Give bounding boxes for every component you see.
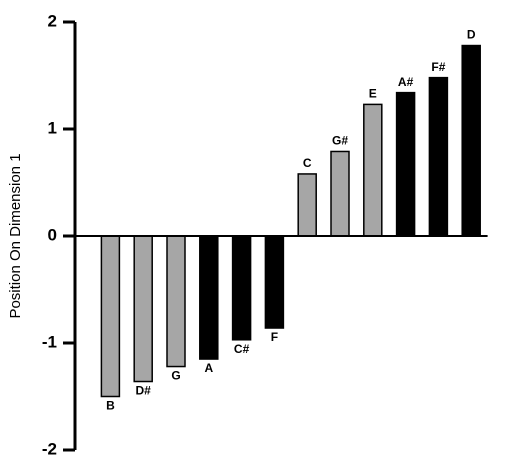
category-label: F#	[431, 60, 445, 74]
y-tick-label: -2	[42, 439, 57, 458]
category-label: B	[106, 399, 115, 413]
category-label: E	[369, 87, 377, 101]
bar	[199, 235, 219, 360]
category-label: G	[171, 369, 180, 383]
category-label: D	[467, 28, 476, 42]
category-label: D#	[136, 384, 152, 398]
bar	[166, 235, 186, 368]
category-label: C#	[234, 342, 250, 356]
bar	[297, 173, 317, 237]
bar	[330, 150, 350, 237]
bar	[395, 91, 416, 237]
bar	[231, 235, 252, 341]
bar	[100, 235, 121, 398]
category-label: F	[271, 330, 278, 344]
bar	[264, 235, 285, 329]
category-label: A#	[398, 75, 414, 89]
y-tick-label: 0	[48, 225, 57, 244]
bar	[363, 103, 383, 237]
category-label: G#	[332, 134, 348, 148]
category-label: C	[303, 156, 312, 170]
y-axis-title: Position On Dimension 1	[7, 153, 24, 318]
y-tick-label: -1	[42, 332, 57, 351]
y-tick-label: 1	[48, 118, 57, 137]
bar	[133, 235, 153, 383]
y-tick-label: 2	[48, 11, 57, 30]
category-label: A	[204, 361, 213, 375]
bar	[461, 44, 481, 237]
bar	[428, 76, 449, 237]
